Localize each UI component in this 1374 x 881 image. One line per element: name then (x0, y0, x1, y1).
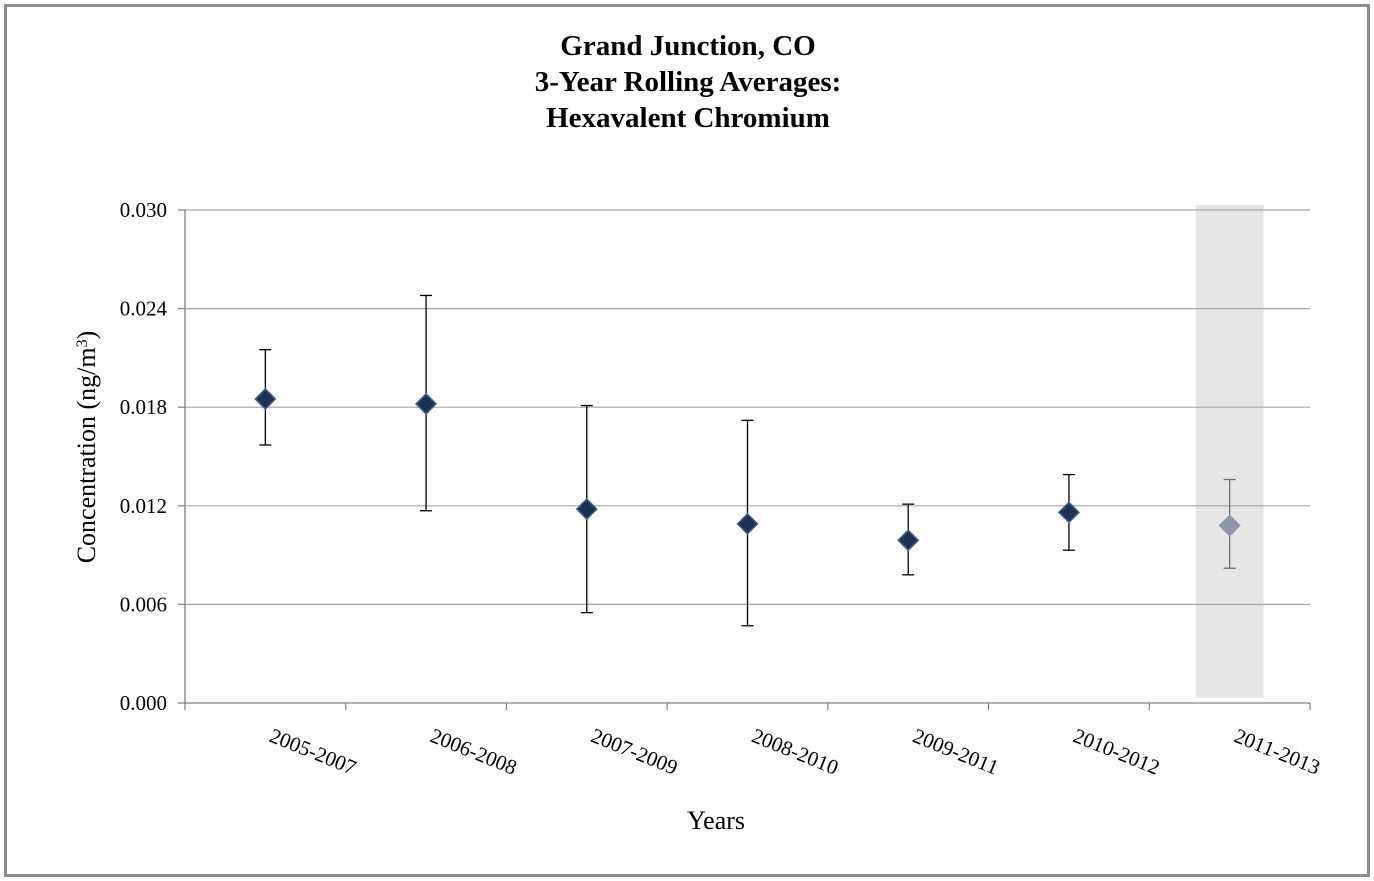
y-tick-label-1: 0.006 (120, 592, 167, 616)
data-point-5 (1057, 501, 1080, 524)
chart-title-line-2: 3-Year Rolling Averages: (535, 66, 842, 98)
y-axis-title-superscript: 3 (74, 339, 91, 347)
data-point-1 (415, 392, 438, 415)
chart-title-line-3: Hexavalent Chromium (546, 102, 830, 134)
x-tick-label-0: 2005-2007 (266, 723, 359, 779)
y-axis-title-main: Concentration (ng/m (72, 347, 101, 563)
highlight-band (1195, 205, 1264, 698)
data-point-4 (897, 529, 920, 552)
x-tick-label-1: 2006-2008 (427, 723, 520, 779)
chart-frame (4, 4, 1370, 877)
data-point-2 (575, 498, 598, 521)
y-tick-label-5: 0.030 (120, 198, 167, 222)
x-tick-label-5: 2010-2012 (1070, 723, 1163, 779)
data-point-0 (254, 387, 277, 411)
y-tick-label-0: 0.000 (120, 691, 167, 715)
data-point-6 (1218, 514, 1241, 537)
y-axis-title: Concentration (ng/m3) (72, 331, 101, 564)
x-tick-label-2: 2007-2009 (588, 723, 681, 779)
x-tick-label-4: 2009-2011 (910, 723, 1003, 779)
x-axis-title: Years (687, 806, 745, 835)
data-point-3 (736, 512, 759, 535)
y-tick-label-3: 0.018 (120, 395, 167, 419)
x-tick-label-3: 2008-2010 (748, 723, 841, 779)
y-tick-label-4: 0.024 (120, 297, 168, 321)
chart-title-line-1: Grand Junction, CO (560, 30, 815, 62)
x-tick-label-6: 2011-2013 (1231, 723, 1324, 779)
y-axis-title-end: ) (72, 331, 101, 340)
y-tick-label-2: 0.012 (120, 494, 167, 518)
